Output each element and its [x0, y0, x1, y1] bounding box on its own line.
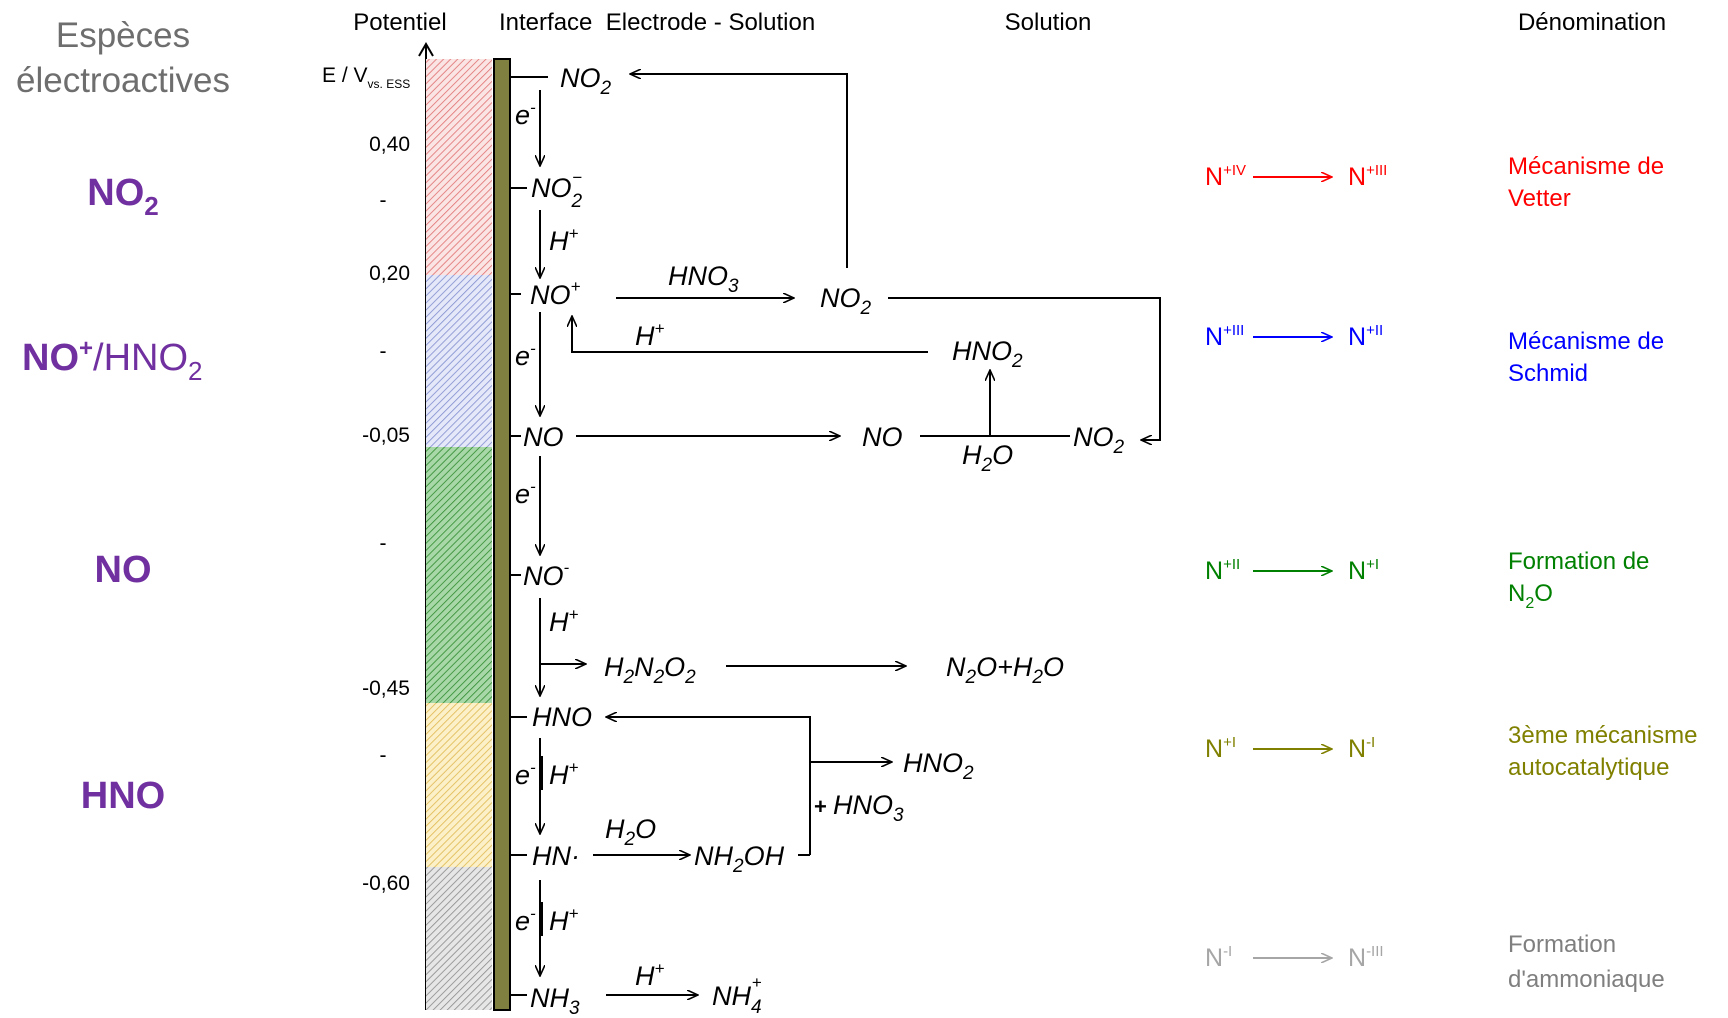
- interface-arrows: [540, 90, 586, 976]
- electrode-bar: [493, 58, 511, 1011]
- tick-0-40: 0,40: [369, 133, 410, 156]
- tick-neg-0-05: -0,05: [362, 424, 410, 447]
- sol-plus-hno3: + HNO3: [814, 790, 904, 826]
- tick-dash-2: -: [380, 340, 387, 363]
- species-noplus-hno2: NO+/HNO2: [22, 335, 202, 386]
- label-e3: e-: [515, 477, 536, 509]
- sol-h2o: H2O: [962, 440, 1013, 476]
- iface-hno: HNO: [532, 702, 592, 732]
- tick-0-20: 0,20: [369, 262, 410, 285]
- label-h1: H+: [549, 224, 579, 256]
- sol-h-plus: H+: [635, 319, 665, 351]
- sol-n2o-h2o: N2O+H2O: [946, 652, 1064, 688]
- tick-neg-0-45: -0,45: [362, 677, 410, 700]
- band-green: [426, 447, 492, 703]
- species-hno: HNO: [81, 775, 165, 817]
- sol-hno2: HNO2: [952, 336, 1023, 372]
- den-n2o-line1: Formation de: [1508, 548, 1649, 575]
- svg-text:N+I: N+I: [1348, 556, 1379, 585]
- especes-header-line2: électroactives: [16, 61, 230, 100]
- oxidation-red: N+IV N+III: [1205, 162, 1387, 191]
- iface-no: NO: [523, 422, 564, 452]
- svg-text:N+III: N+III: [1205, 322, 1244, 351]
- denomination-header: Dénomination: [1518, 9, 1666, 36]
- sol-no2-right: NO2: [1073, 422, 1125, 458]
- band-yellow: [426, 703, 492, 867]
- potentiel-header: Potentiel: [353, 9, 446, 36]
- iface-no2: NO2: [560, 63, 612, 99]
- solution-arrows: [572, 74, 1161, 995]
- sol-h-plus-lower: H+: [635, 959, 665, 991]
- den-auto-line2: autocatalytique: [1508, 754, 1669, 781]
- sol-nh2oh: NH2OH: [694, 841, 785, 877]
- svg-text:N+III: N+III: [1348, 162, 1387, 191]
- sol-h2o-lower: H2O: [605, 814, 656, 850]
- den-n2o-line2: N2O: [1508, 580, 1553, 612]
- sol-hno2-lower: HNO2: [903, 748, 974, 784]
- den-nh3-line1: Formation: [1508, 931, 1616, 958]
- sol-no2: NO2: [820, 283, 872, 319]
- interface-header: Interface Electrode - Solution: [499, 9, 815, 36]
- label-e1: e-: [515, 98, 536, 130]
- tick-dash-4: -: [380, 744, 387, 767]
- oxidation-blue: N+III N+II: [1205, 322, 1383, 351]
- oxidation-olive: N+I N-I: [1205, 734, 1375, 763]
- sol-hno3: HNO3: [668, 261, 739, 297]
- species-no: NO: [95, 549, 152, 591]
- iface-no-minus: NO-: [523, 558, 570, 591]
- sol-nh4: NH4+: [712, 973, 762, 1018]
- den-schmid-line1: Mécanisme de: [1508, 328, 1664, 355]
- svg-text:N+IV: N+IV: [1205, 162, 1246, 191]
- axis-label: E / Vvs. ESS: [322, 64, 410, 91]
- tick-neg-0-60: -0,60: [362, 872, 410, 895]
- den-schmid-line2: Schmid: [1508, 360, 1588, 387]
- den-vetter-line2: Vetter: [1508, 185, 1571, 212]
- especes-header-line1: Espèces: [56, 16, 190, 55]
- svg-text:N-I: N-I: [1205, 943, 1232, 972]
- tick-dash-3: -: [380, 532, 387, 555]
- iface-h2n2o2: H2N2O2: [604, 652, 696, 688]
- svg-text:N-III: N-III: [1348, 943, 1384, 972]
- label-h3: H+: [549, 758, 579, 790]
- band-red: [426, 59, 492, 275]
- svg-text:N-I: N-I: [1348, 734, 1375, 763]
- axis-arrow-icon: [418, 42, 434, 57]
- label-h4: H+: [549, 904, 579, 936]
- oxidation-gray: N-I N-III: [1205, 943, 1384, 972]
- svg-text:N+II: N+II: [1348, 322, 1383, 351]
- label-e2: e-: [515, 339, 536, 371]
- iface-noplus: NO+: [530, 277, 581, 310]
- svg-text:N+II: N+II: [1205, 556, 1240, 585]
- sol-no: NO: [862, 422, 903, 452]
- oxidation-green: N+II N+I: [1205, 556, 1379, 585]
- den-vetter-line1: Mécanisme de: [1508, 153, 1664, 180]
- label-h2: H+: [549, 605, 579, 637]
- interface-stubs: [510, 76, 548, 996]
- species-no2: NO2: [87, 172, 158, 221]
- label-e4: e-: [515, 758, 536, 790]
- svg-text:N+I: N+I: [1205, 734, 1236, 763]
- den-auto-line1: 3ème mécanisme: [1508, 722, 1697, 749]
- band-blue: [426, 275, 492, 447]
- band-gray: [426, 867, 492, 1010]
- iface-hn-radical: HN·: [532, 841, 580, 871]
- iface-nh3: NH3: [530, 983, 580, 1018]
- iface-no2-minus: NO2−: [531, 168, 583, 212]
- den-nh3-line2: d'ammoniaque: [1508, 966, 1665, 993]
- tick-dash-1: -: [380, 189, 387, 212]
- label-e5: e-: [515, 904, 536, 936]
- solution-header: Solution: [1005, 9, 1092, 36]
